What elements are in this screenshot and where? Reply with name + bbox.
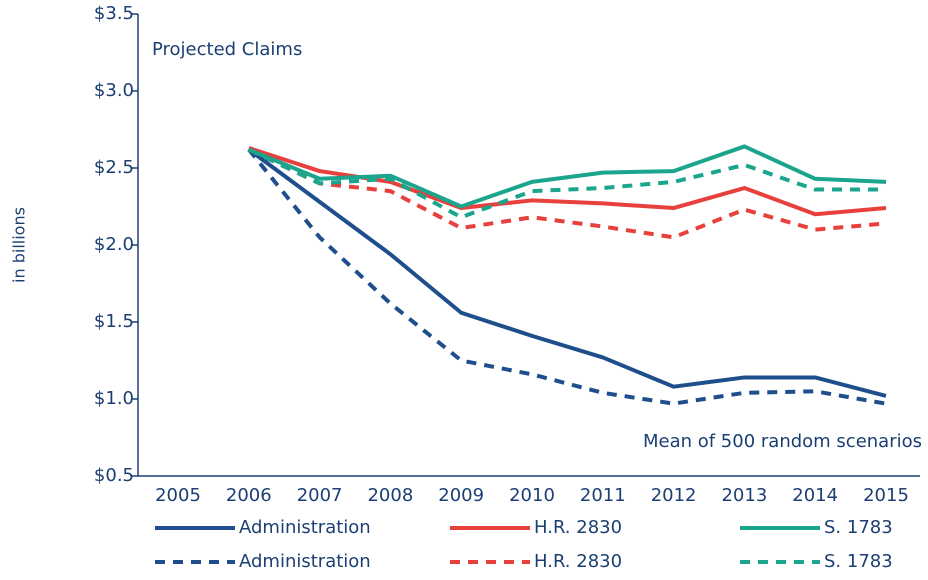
- x-tick-label: 2011: [580, 485, 626, 506]
- x-tick-label: 2008: [367, 485, 413, 506]
- x-tick-label: 2005: [155, 485, 201, 506]
- legend-label: H.R. 2830: [534, 517, 622, 538]
- y-tick-label: $1.0: [94, 388, 134, 409]
- legend-label: Administration: [239, 517, 371, 538]
- x-tick-label: 2014: [792, 485, 838, 506]
- legend-label: Administration: [239, 551, 371, 572]
- y-tick-label: $2.0: [94, 234, 134, 255]
- y-tick-label: $1.5: [94, 311, 134, 332]
- x-tick-label: 2010: [509, 485, 555, 506]
- x-tick-label: 2015: [863, 485, 909, 506]
- legend-label: S. 1783: [824, 551, 893, 572]
- series-line: [247, 147, 887, 240]
- x-tick-label: 2006: [226, 485, 272, 506]
- x-tick-label: 2012: [651, 485, 697, 506]
- y-tick-label: $0.5: [94, 465, 134, 486]
- series-line: [247, 147, 886, 220]
- series-line: [248, 146, 887, 217]
- y-tick-label: $2.5: [94, 157, 134, 178]
- series-line: [248, 144, 887, 209]
- y-axis-label: in billions: [10, 207, 29, 283]
- y-tick-label: $3.5: [94, 3, 134, 24]
- series-line: [247, 147, 887, 398]
- x-tick-label: 2009: [438, 485, 484, 506]
- series-line: [247, 148, 887, 406]
- y-tick-label: $3.0: [94, 80, 134, 101]
- legend-label: H.R. 2830: [534, 551, 622, 572]
- x-tick-label: 2013: [721, 485, 767, 506]
- annotation: Mean of 500 random scenarios: [643, 431, 922, 452]
- x-tick-label: 2007: [297, 485, 343, 506]
- legend-label: S. 1783: [824, 517, 893, 538]
- annotation: Projected Claims: [152, 39, 302, 60]
